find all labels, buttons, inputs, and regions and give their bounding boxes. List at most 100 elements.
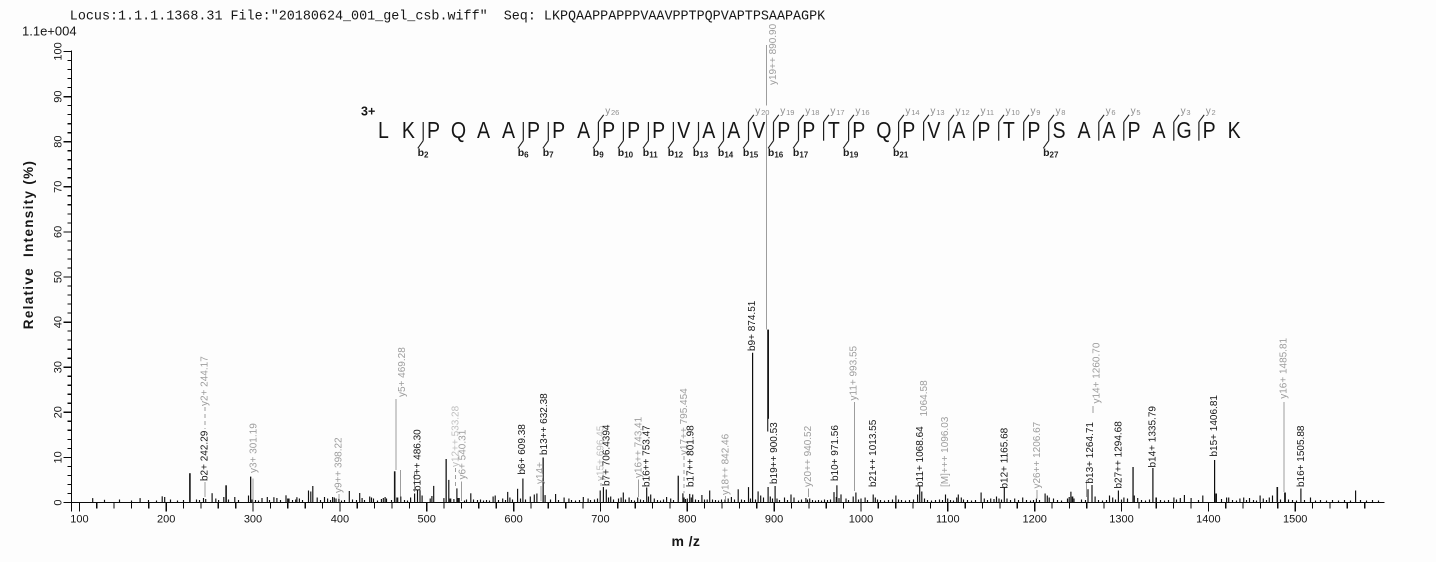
svg-text:y14: y14 (905, 106, 919, 117)
svg-text:P: P (1027, 118, 1040, 144)
svg-text:b19++ 900.53: b19++ 900.53 (769, 422, 780, 484)
svg-text:P: P (977, 118, 990, 144)
svg-text:60: 60 (53, 226, 65, 238)
svg-text:40: 40 (53, 316, 65, 328)
svg-text:y5+ 469.28: y5+ 469.28 (397, 347, 408, 397)
svg-text:500: 500 (418, 514, 436, 526)
svg-text:100: 100 (53, 42, 65, 60)
svg-text:y19++ 890.90: y19++ 890.90 (768, 23, 779, 85)
svg-text:P: P (602, 118, 615, 144)
svg-text:b16: b16 (768, 147, 784, 160)
svg-text:P: P (427, 118, 440, 144)
svg-text:b27++ 1294.68: b27++ 1294.68 (1113, 421, 1124, 489)
svg-text:y5: y5 (1131, 106, 1141, 117)
svg-text:b9+ 874.51: b9+ 874.51 (747, 300, 758, 351)
svg-text:y18: y18 (805, 106, 819, 117)
svg-text:90: 90 (53, 90, 65, 102)
svg-text:y11+ 993.55: y11+ 993.55 (848, 345, 859, 400)
svg-text:y2+ 244.17: y2+ 244.17 (199, 356, 210, 406)
svg-text:b15: b15 (743, 147, 759, 160)
svg-text:y16: y16 (855, 106, 869, 117)
svg-text:1.1e+004: 1.1e+004 (22, 24, 77, 39)
svg-text:A: A (702, 118, 716, 144)
svg-text:A: A (1102, 118, 1116, 144)
svg-text:y19: y19 (780, 106, 794, 117)
svg-text:b6: b6 (518, 147, 529, 160)
svg-text:b10+ 971.56: b10+ 971.56 (830, 425, 841, 481)
svg-text:Q: Q (876, 118, 891, 144)
svg-text:b14: b14 (718, 147, 734, 160)
svg-text:P: P (777, 118, 790, 144)
svg-text:Relative Intensity (%): Relative Intensity (%) (21, 160, 36, 329)
svg-text:900: 900 (765, 514, 783, 526)
svg-text:y6+ 540.31: y6+ 540.31 (458, 429, 469, 479)
svg-text:b16++ 753.47: b16++ 753.47 (642, 425, 653, 487)
svg-text:K: K (402, 118, 415, 144)
svg-text:V: V (752, 118, 766, 144)
svg-text:P: P (1127, 118, 1140, 144)
svg-text:A: A (502, 118, 516, 144)
svg-text:y11: y11 (981, 106, 995, 117)
svg-text:100: 100 (70, 514, 88, 526)
svg-text:b7: b7 (543, 147, 554, 160)
svg-text:b6+ 609.38: b6+ 609.38 (517, 424, 528, 475)
svg-text:y10: y10 (1006, 106, 1020, 117)
svg-text:1064.58: 1064.58 (919, 380, 930, 417)
svg-text:b13+ 1264.71: b13+ 1264.71 (1085, 422, 1096, 484)
svg-text:b13: b13 (693, 147, 709, 160)
svg-text:A: A (1077, 118, 1091, 144)
svg-text:0: 0 (53, 499, 65, 505)
svg-text:b11+ 1068.64: b11+ 1068.64 (915, 426, 926, 487)
svg-text:A: A (727, 118, 741, 144)
svg-text:[M]+++ 1096.03: [M]+++ 1096.03 (940, 416, 951, 487)
svg-text:b15+ 1406.81: b15+ 1406.81 (1209, 395, 1220, 457)
svg-text:T: T (1003, 118, 1015, 144)
svg-text:P: P (627, 118, 640, 144)
svg-text:y9++ 398.22: y9++ 398.22 (333, 437, 344, 493)
svg-text:y12: y12 (956, 106, 970, 117)
svg-text:b21++ 1013.55: b21++ 1013.55 (868, 419, 879, 487)
svg-text:b12+ 1165.68: b12+ 1165.68 (1000, 427, 1011, 488)
svg-text:P: P (1203, 118, 1216, 144)
svg-text:b27: b27 (1043, 147, 1059, 160)
svg-text:P: P (802, 118, 815, 144)
svg-text:V: V (677, 118, 691, 144)
svg-text:b7+ 706.4394: b7+ 706.4394 (602, 424, 613, 486)
svg-text:V: V (927, 118, 941, 144)
svg-text:b2: b2 (418, 147, 429, 160)
svg-text:y17: y17 (830, 106, 844, 117)
svg-text:b14+ 1335.79: b14+ 1335.79 (1148, 406, 1159, 468)
svg-text:b19: b19 (843, 147, 859, 160)
svg-text:y13: y13 (930, 106, 944, 117)
svg-text:A: A (577, 118, 591, 144)
svg-text:1500: 1500 (1283, 514, 1307, 526)
svg-text:y3: y3 (1181, 106, 1191, 117)
svg-text:P: P (852, 118, 865, 144)
svg-text:P: P (902, 118, 915, 144)
svg-text:L: L (378, 118, 389, 144)
svg-text:1200: 1200 (1022, 514, 1046, 526)
svg-text:y26++ 1206.67: y26++ 1206.67 (1032, 421, 1043, 488)
svg-text:1400: 1400 (1196, 514, 1220, 526)
svg-text:Locus:1.1.1.1368.31 File:"2018: Locus:1.1.1.1368.31 File:"20180624_001_g… (70, 10, 826, 25)
svg-text:b11: b11 (643, 147, 658, 160)
svg-text:700: 700 (591, 514, 609, 526)
svg-text:y2: y2 (1206, 106, 1216, 117)
svg-text:b10++ 486.30: b10++ 486.30 (413, 429, 424, 491)
svg-text:A: A (952, 118, 966, 144)
svg-text:y6: y6 (1106, 106, 1116, 117)
svg-text:800: 800 (678, 514, 696, 526)
svg-text:y16+ 1485.81: y16+ 1485.81 (1278, 337, 1289, 398)
svg-text:y18++ 842.46: y18++ 842.46 (720, 433, 731, 495)
svg-text:10: 10 (53, 451, 65, 463)
svg-text:20: 20 (53, 406, 65, 418)
svg-text:G: G (1177, 118, 1192, 144)
svg-text:1000: 1000 (849, 514, 873, 526)
svg-text:y20++ 940.52: y20++ 940.52 (803, 425, 814, 487)
svg-text:70: 70 (53, 181, 65, 193)
svg-text:y26: y26 (605, 106, 619, 117)
svg-text:b12: b12 (668, 147, 684, 160)
svg-text:b17++ 801.98: b17++ 801.98 (685, 425, 696, 487)
svg-text:y14+: y14+ (535, 462, 546, 484)
svg-text:300: 300 (244, 514, 262, 526)
